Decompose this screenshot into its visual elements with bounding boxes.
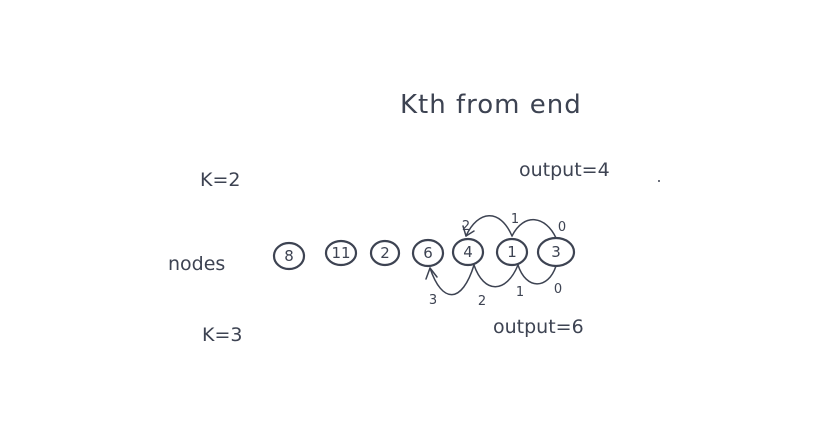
bottom-step-label: 1 <box>516 285 524 300</box>
node: 1 <box>495 237 529 267</box>
node-value: 8 <box>284 247 294 265</box>
top-step-label: 2 <box>462 219 470 234</box>
node-value: 2 <box>380 244 390 262</box>
arrow-head <box>425 267 438 280</box>
bottom-arc <box>473 264 519 288</box>
node: 3 <box>536 236 576 268</box>
top-arc <box>511 218 557 239</box>
arrow-head <box>462 225 475 237</box>
node: 8 <box>272 241 306 271</box>
top-step-label: 0 <box>558 220 566 235</box>
node: 11 <box>324 239 358 267</box>
output-label-top: output=4 <box>519 159 610 181</box>
bottom-step-label: 3 <box>429 293 437 308</box>
node-value: 4 <box>463 243 473 261</box>
nodes-label: nodes <box>168 253 225 275</box>
bottom-step-label: 2 <box>478 294 486 309</box>
bottom-arcs: 3 2 1 0 <box>425 264 562 309</box>
page-title: Kth from end <box>400 90 582 120</box>
node: 4 <box>451 237 485 267</box>
node: 6 <box>411 238 445 268</box>
output-label-bottom: output=6 <box>493 316 584 338</box>
stray-dot <box>658 180 660 182</box>
node-value: 11 <box>331 244 350 262</box>
bottom-arc <box>429 264 475 296</box>
top-arc <box>465 215 513 237</box>
bottom-arc <box>517 264 557 285</box>
k-label-bottom: K=3 <box>202 324 242 346</box>
node-value: 3 <box>551 243 561 261</box>
node-value: 1 <box>507 243 517 261</box>
top-arcs: 2 1 0 <box>462 212 566 239</box>
node: 2 <box>369 239 401 267</box>
k-label-top: K=2 <box>200 169 240 191</box>
bottom-step-label: 0 <box>554 282 562 297</box>
node-list: 8 11 2 6 4 1 3 <box>272 236 576 271</box>
node-value: 6 <box>423 244 433 262</box>
top-step-label: 1 <box>511 212 519 227</box>
